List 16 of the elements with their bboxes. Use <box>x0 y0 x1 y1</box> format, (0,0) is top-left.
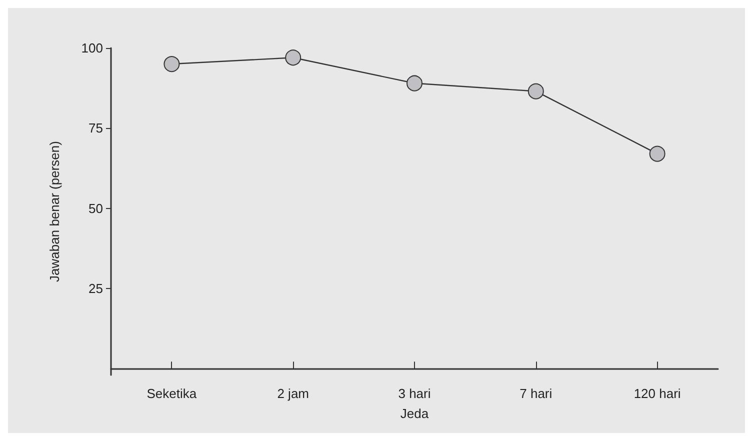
y-tick-label: 25 <box>88 280 103 296</box>
point <box>164 56 180 72</box>
x-tick-label: 2 jam <box>277 386 309 401</box>
point <box>528 83 544 100</box>
x-tick-label: Seketika <box>146 386 198 401</box>
x-tick-label: 3 hari <box>398 386 431 401</box>
y-tick-label: 50 <box>88 200 103 216</box>
x-axis-title: Jeda <box>400 406 430 421</box>
x-tick-label: 120 hari <box>634 386 681 401</box>
y-axis-title: Jawaban benar (persen) <box>47 141 62 282</box>
y-tick-label: 100 <box>81 40 103 56</box>
point <box>649 146 666 162</box>
point <box>406 75 422 92</box>
y-tick-label: 75 <box>88 120 103 136</box>
point <box>285 50 302 66</box>
x-tick-label: 7 hari <box>520 386 552 401</box>
